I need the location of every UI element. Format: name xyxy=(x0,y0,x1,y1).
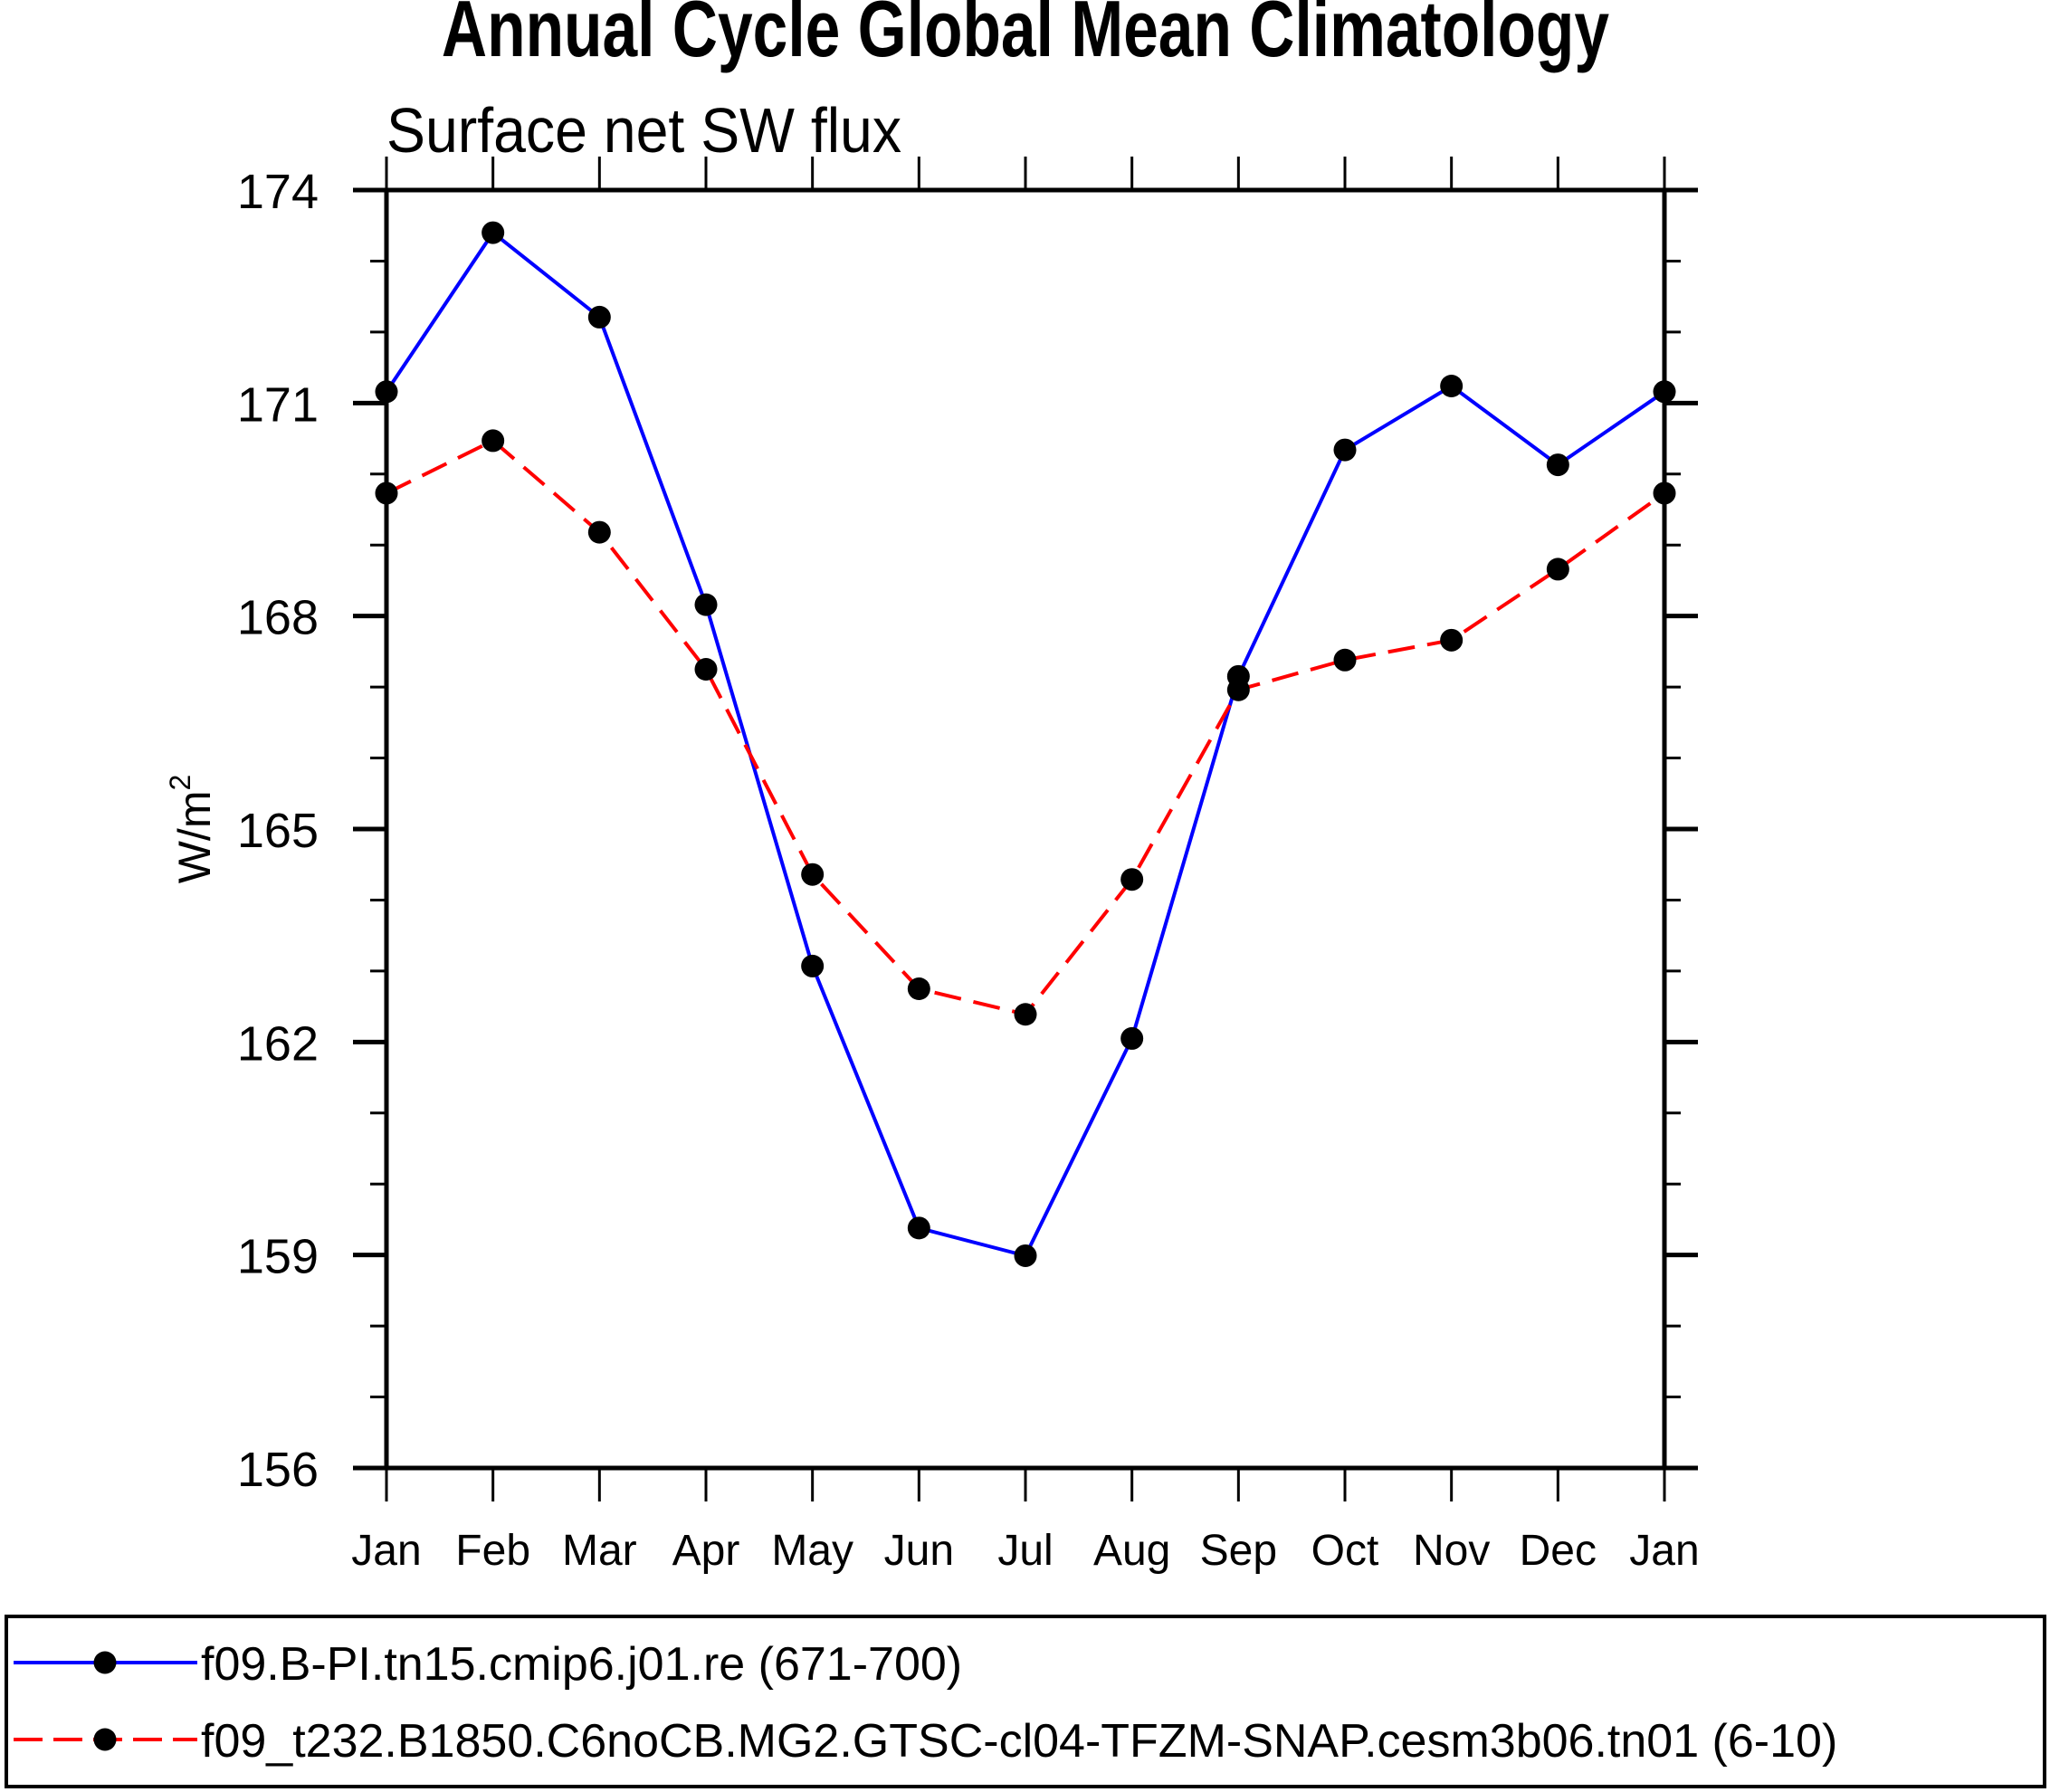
data-point-series-0 xyxy=(482,221,505,244)
axis-ticks xyxy=(353,157,1698,1501)
data-point-series-0 xyxy=(1120,1026,1144,1050)
y-tick-label: 171 xyxy=(237,377,319,432)
data-point-series-0 xyxy=(907,1216,930,1240)
data-point-series-1 xyxy=(1226,678,1250,701)
x-tick-label: Jan xyxy=(1629,1527,1699,1575)
data-point-series-0 xyxy=(694,593,718,616)
legend-marker-0 xyxy=(93,1651,117,1674)
data-point-series-1 xyxy=(1120,868,1144,891)
chart-subtitle: Surface net SW flux xyxy=(386,96,901,167)
data-point-series-1 xyxy=(587,520,611,544)
x-tick-label: Dec xyxy=(1520,1527,1597,1575)
y-tick-label: 168 xyxy=(237,591,319,645)
x-tick-label: Oct xyxy=(1311,1527,1379,1575)
legend-box xyxy=(5,1615,2046,1788)
y-tick-labels: 156 159 162 165 168 171 174 xyxy=(237,165,319,1497)
y-tick-label: 162 xyxy=(237,1016,319,1071)
legend: f09.B-PI.tn15.cmip6.j01.re (671-700) f09… xyxy=(5,1615,2046,1788)
legend-item-0: f09.B-PI.tn15.cmip6.j01.re (671-700) xyxy=(14,1638,962,1691)
data-point-series-1 xyxy=(1333,648,1357,672)
y-axis-label: W/m2 xyxy=(164,775,220,884)
y-axis-label-unit: W/m xyxy=(169,791,220,884)
legend-marker-1 xyxy=(93,1728,117,1751)
x-tick-label: Jul xyxy=(997,1527,1053,1575)
x-tick-label: May xyxy=(771,1527,853,1575)
plot-frame xyxy=(384,187,1667,1471)
y-axis-label-superscript: 2 xyxy=(164,775,196,791)
legend-label-0: f09.B-PI.tn15.cmip6.j01.re (671-700) xyxy=(201,1638,962,1691)
x-tick-label: Nov xyxy=(1413,1527,1490,1575)
y-tick-label: 159 xyxy=(237,1230,319,1284)
data-point-series-1 xyxy=(1014,1003,1037,1026)
x-tick-label: Mar xyxy=(562,1527,637,1575)
x-tick-label: Sep xyxy=(1200,1527,1277,1575)
data-point-series-0 xyxy=(1440,375,1464,398)
legend-label-1: f09_t232.B1850.C6noCB.MG2.GTSC-cl04-TFZM… xyxy=(201,1715,1837,1768)
legend-item-1: f09_t232.B1850.C6noCB.MG2.GTSC-cl04-TFZM… xyxy=(14,1715,1837,1768)
data-point-series-1 xyxy=(482,429,505,453)
data-point-series-1 xyxy=(801,863,825,886)
y-tick-label: 156 xyxy=(237,1443,319,1497)
x-tick-label: Jun xyxy=(884,1527,954,1575)
data-point-series-1 xyxy=(1546,558,1569,581)
data-point-series-0 xyxy=(1546,453,1569,477)
x-tick-label: Jan xyxy=(351,1527,421,1575)
x-tick-labels: Jan Feb Mar Apr May Jun Jul Aug Sep Oct Nov Dec Jan xyxy=(351,1527,1699,1575)
chart-title: Annual Cycle Global Mean Climatology xyxy=(442,0,1609,73)
x-tick-label: Aug xyxy=(1093,1527,1170,1575)
data-point-series-0 xyxy=(801,954,825,977)
y-tick-label: 165 xyxy=(237,804,319,858)
x-tick-label: Apr xyxy=(672,1527,740,1575)
data-point-series-0 xyxy=(587,305,611,329)
x-tick-label: Feb xyxy=(455,1527,530,1575)
data-point-series-1 xyxy=(907,977,930,1000)
y-tick-label: 174 xyxy=(237,165,319,219)
data-point-series-0 xyxy=(1333,438,1357,462)
data-point-series-1 xyxy=(1440,628,1464,652)
data-point-series-0 xyxy=(1014,1244,1037,1267)
data-point-series-1 xyxy=(694,658,718,681)
